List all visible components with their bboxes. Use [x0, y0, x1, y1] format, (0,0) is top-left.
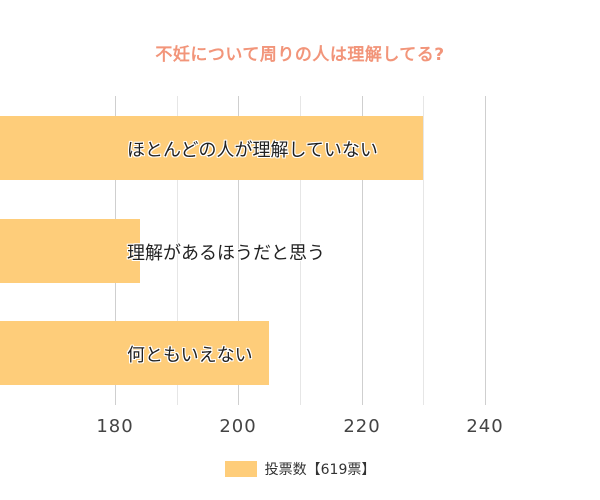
gridline-230 — [423, 96, 424, 405]
x-tick-label: 240 — [466, 416, 504, 437]
bar-hardly-understood[interactable] — [0, 116, 423, 180]
gridline-220 — [362, 96, 363, 405]
x-tick-label: 220 — [343, 416, 381, 437]
gridline-240 — [485, 96, 486, 405]
gridline-210 — [300, 96, 301, 405]
x-tick-label: 180 — [96, 416, 134, 437]
legend-label: 投票数【619票】 — [264, 462, 376, 478]
bar-fairly-understood[interactable] — [0, 219, 140, 283]
bar-label: 理解があるほうだと思う — [127, 243, 325, 264]
bar-label: ほとんどの人が理解していない — [127, 140, 378, 161]
legend-swatch — [224, 461, 257, 477]
bar-cannot-say[interactable] — [0, 321, 269, 385]
chart-title: 不妊について周りの人は理解してる? — [155, 45, 445, 65]
gridline-200 — [238, 96, 239, 405]
gridline-190 — [177, 96, 178, 405]
x-tick-label: 200 — [219, 416, 257, 437]
plot-area: ほとんどの人が理解していない 理解があるほうだと思う 何ともいえない — [0, 96, 600, 405]
legend[interactable]: 投票数【619票】 — [0, 459, 600, 479]
bar-label: 何ともいえない — [127, 345, 253, 366]
